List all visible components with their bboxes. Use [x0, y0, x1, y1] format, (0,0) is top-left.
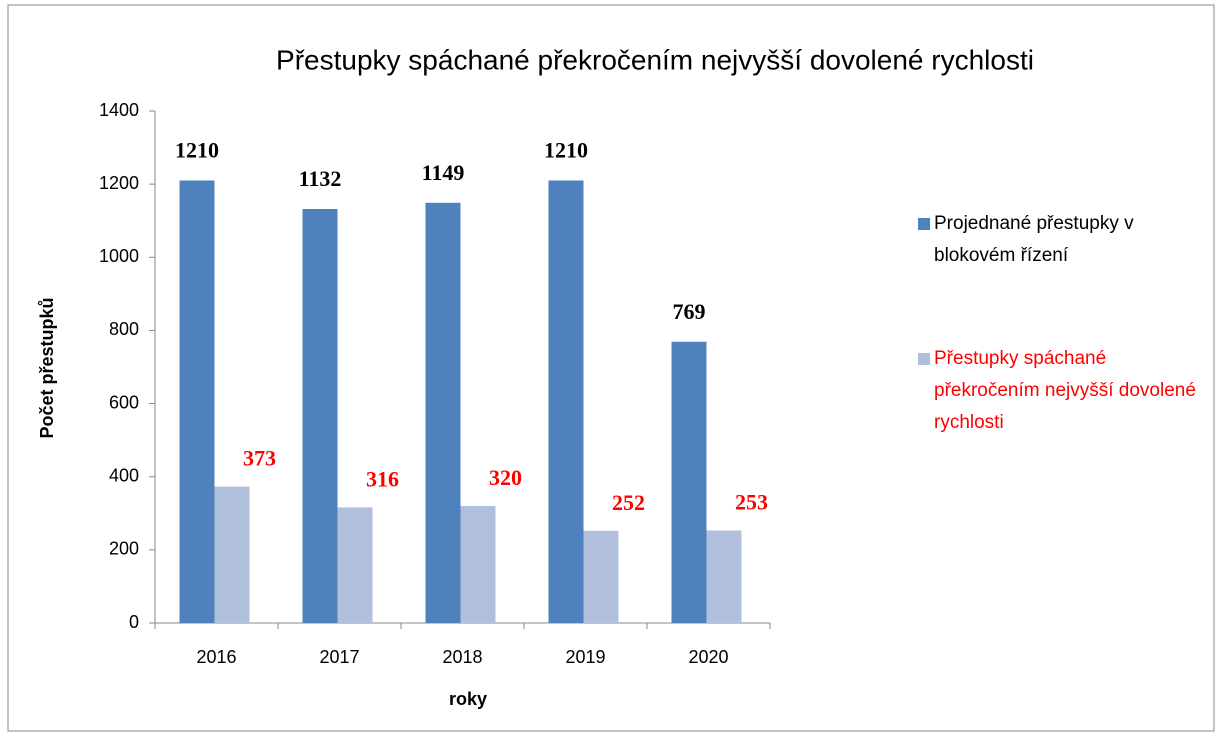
legend-swatch	[918, 218, 930, 230]
x-tick-label: 2016	[196, 647, 236, 667]
bar	[706, 530, 742, 623]
data-label: 320	[489, 465, 522, 490]
bar	[671, 341, 707, 623]
bar	[425, 202, 461, 623]
data-label: 1132	[299, 166, 342, 191]
x-axis-label: roky	[449, 689, 487, 709]
y-tick-label: 400	[109, 465, 139, 485]
y-tick-label: 800	[109, 319, 139, 339]
bar	[460, 505, 496, 623]
y-tick-label: 1400	[99, 100, 139, 120]
y-tick-label: 1000	[99, 246, 139, 266]
y-tick-label: 200	[109, 539, 139, 559]
bar	[179, 180, 215, 623]
data-label: 316	[366, 466, 399, 491]
bar	[548, 180, 584, 623]
legend-label: Přestupky spáchané překročením nejvyšší …	[934, 348, 1196, 433]
bar	[214, 486, 250, 623]
legend-label: Projednané přestupky v blokovém řízení	[934, 213, 1134, 266]
data-label: 1210	[544, 138, 588, 163]
data-label: 1149	[422, 160, 465, 185]
x-tick-label: 2020	[688, 647, 728, 667]
bar	[337, 507, 373, 623]
data-label: 769	[673, 299, 706, 324]
legend-swatch	[918, 353, 930, 365]
data-label: 252	[612, 490, 645, 515]
x-tick-label: 2017	[319, 647, 359, 667]
x-tick-label: 2018	[442, 647, 482, 667]
bar	[302, 209, 338, 624]
data-label: 253	[735, 490, 768, 515]
y-axis-label: Počet přestupků	[37, 297, 57, 438]
chart-title: Přestupky spáchané překročením nejvyšší …	[276, 44, 1034, 75]
data-label: 373	[243, 446, 276, 471]
bar	[583, 530, 619, 623]
y-tick-label: 0	[129, 612, 139, 632]
legend-item: Přestupky spáchané překročením nejvyšší …	[934, 348, 1196, 433]
x-tick-label: 2019	[565, 647, 605, 667]
y-tick-label: 1200	[99, 173, 139, 193]
data-label: 1210	[175, 138, 219, 163]
legend-item: Projednané přestupky v blokovém řízení	[934, 213, 1134, 266]
y-tick-label: 600	[109, 392, 139, 412]
